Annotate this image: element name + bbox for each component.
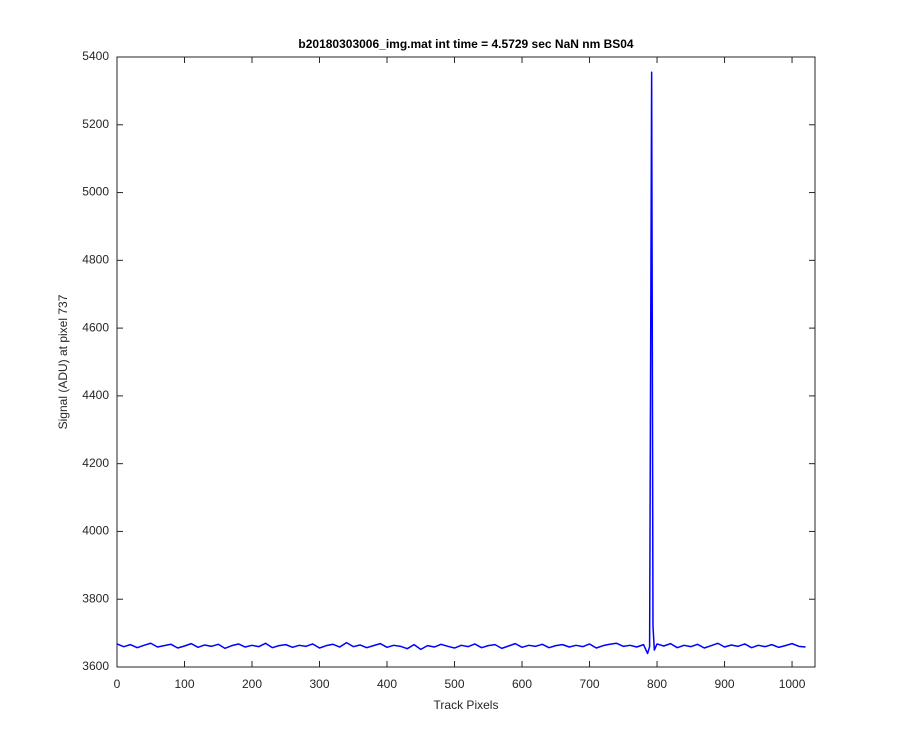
- y-tick-label: 4400: [82, 388, 109, 402]
- x-tick-label: 700: [580, 677, 600, 691]
- x-tick-label: 200: [242, 677, 262, 691]
- data-line: [116, 71, 806, 655]
- y-tick-label: 3600: [82, 659, 109, 673]
- y-tick-label: 4200: [82, 456, 109, 470]
- y-tick-label: 5200: [82, 117, 109, 131]
- x-tick-label: 300: [309, 677, 329, 691]
- x-tick-label: 600: [512, 677, 532, 691]
- x-tick-label: 900: [715, 677, 735, 691]
- y-tick-label: 4800: [82, 253, 109, 267]
- axes-box: [116, 56, 816, 668]
- x-tick-label: 1000: [779, 677, 806, 691]
- y-tick-label: 5400: [82, 49, 109, 63]
- y-tick-label: 4000: [82, 524, 109, 538]
- y-tick-label: 3800: [82, 591, 109, 605]
- y-axis-label: Signal (ADU) at pixel 737: [56, 294, 70, 429]
- x-tick-label: 800: [647, 677, 667, 691]
- y-tick-label: 4600: [82, 320, 109, 334]
- x-tick-label: 500: [445, 677, 465, 691]
- x-tick-label: 0: [114, 677, 121, 691]
- chart-title: b20180303006_img.mat int time = 4.5729 s…: [298, 37, 634, 51]
- y-tick-label: 5000: [82, 185, 109, 199]
- x-tick-label: 100: [174, 677, 194, 691]
- x-axis-label: Track Pixels: [434, 698, 499, 712]
- x-tick-label: 400: [377, 677, 397, 691]
